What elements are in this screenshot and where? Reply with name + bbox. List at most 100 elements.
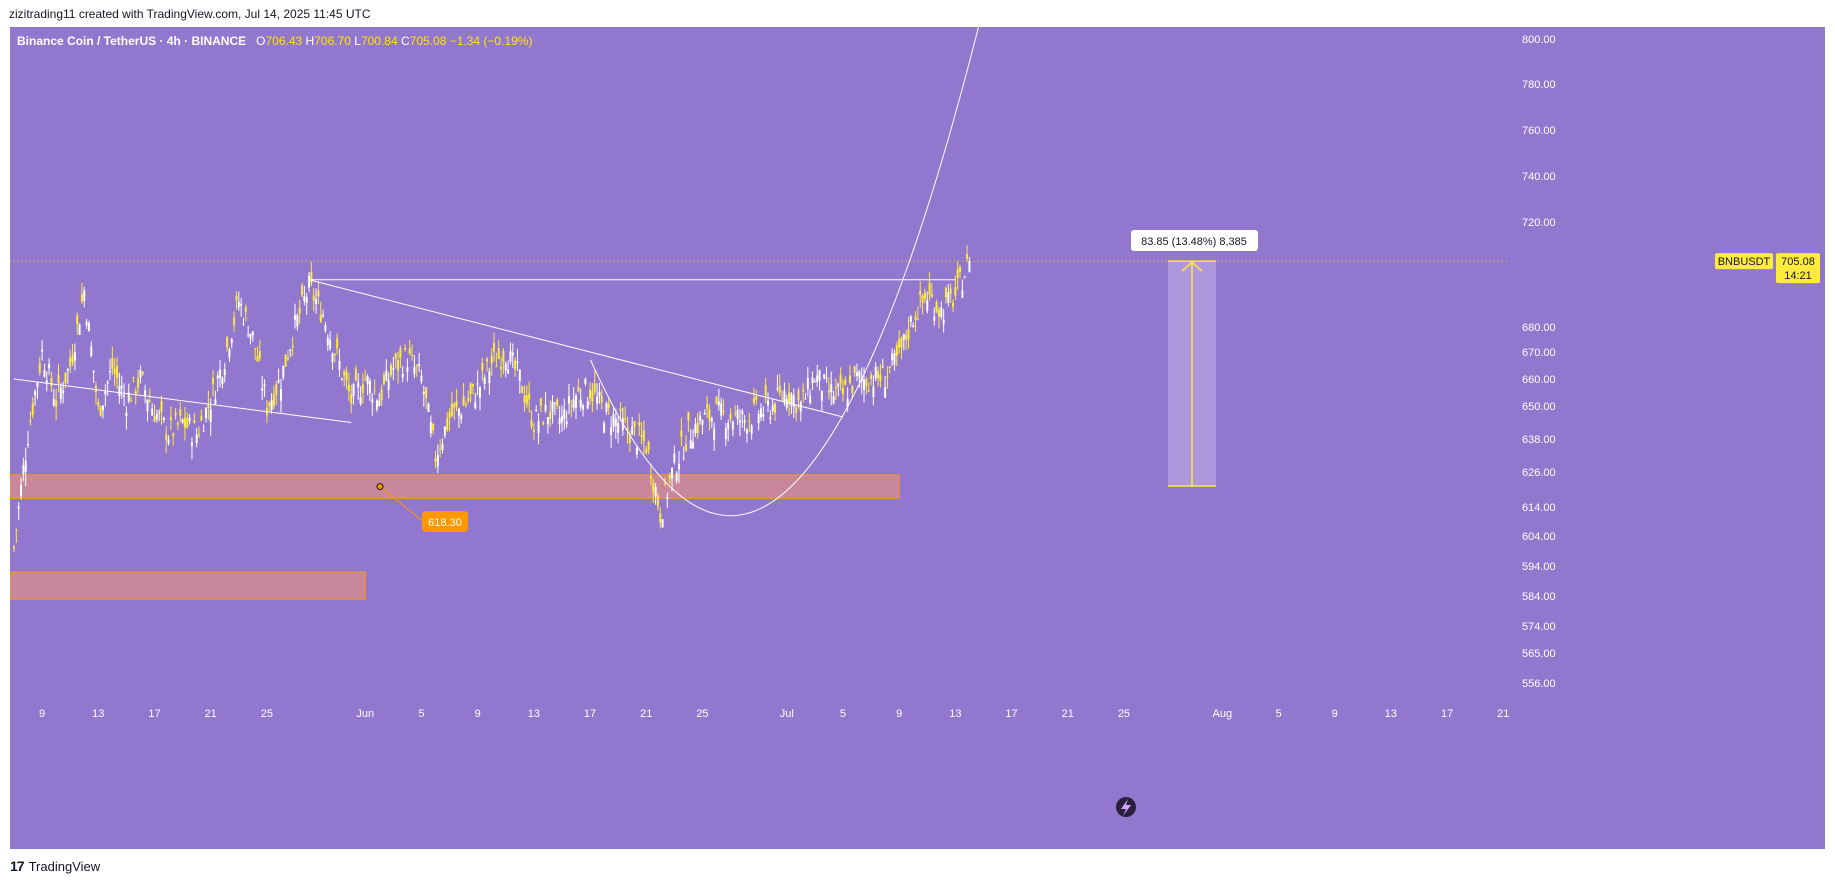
candle-body xyxy=(685,444,688,451)
candle-body xyxy=(799,402,802,412)
price-axis-tick: 670.00 xyxy=(1522,347,1556,359)
candle-body xyxy=(385,370,388,381)
date-axis-tick: 17 xyxy=(1441,708,1453,720)
candle-body xyxy=(771,405,774,411)
date-axis-tick: 25 xyxy=(696,708,708,720)
price-axis-tick: 626.00 xyxy=(1522,467,1556,479)
candle-body xyxy=(596,396,599,404)
measure-label-text: 83.85 (13.48%) 8,385 xyxy=(1141,236,1247,248)
candle-body xyxy=(729,413,732,420)
candle-body xyxy=(298,307,301,314)
candle-body xyxy=(350,394,353,404)
date-axis-tick: Aug xyxy=(1213,708,1233,720)
candle-body xyxy=(279,388,282,401)
candle-body xyxy=(863,379,866,390)
candle-body xyxy=(879,374,882,382)
candle-body xyxy=(907,329,910,339)
candle-body xyxy=(567,396,570,404)
candle-body xyxy=(331,353,334,362)
candle-body xyxy=(703,412,706,415)
chart-area[interactable]: 800.00 780.00 760.00 740.00 720.00 680.00 670.… xyxy=(10,27,1825,849)
candle-body xyxy=(628,435,631,444)
candle-body xyxy=(76,315,79,325)
candle-body xyxy=(155,414,158,420)
candle-body xyxy=(696,422,699,433)
candle-body xyxy=(722,411,725,413)
candle-body xyxy=(586,400,589,409)
candle-body xyxy=(708,409,711,421)
candle-body xyxy=(865,379,868,387)
descending-trendline xyxy=(308,279,844,418)
candle-body xyxy=(944,288,947,298)
candle-body xyxy=(176,422,179,425)
candle-body xyxy=(99,406,102,416)
candle-body xyxy=(813,381,816,383)
candle-body xyxy=(214,399,217,404)
candle-body xyxy=(935,301,938,313)
price-axis-tick: 780.00 xyxy=(1522,79,1556,91)
support-zone-lower xyxy=(10,571,366,600)
candle-body xyxy=(851,385,854,393)
candle-body xyxy=(895,345,898,356)
candle-body xyxy=(305,297,308,304)
candle-body xyxy=(666,496,669,500)
candle-body xyxy=(375,400,378,410)
candle-body xyxy=(148,400,151,402)
candle-body xyxy=(605,402,608,413)
candle-body xyxy=(420,375,423,382)
candle-body xyxy=(675,473,678,482)
candle-body xyxy=(727,423,730,429)
candle-body xyxy=(249,333,252,339)
candle-body xyxy=(237,301,240,308)
date-axis-tick: 9 xyxy=(896,708,902,720)
candle-body xyxy=(671,467,674,479)
candle-body xyxy=(151,408,154,416)
candle-body xyxy=(579,399,582,408)
candle-body xyxy=(284,354,287,367)
candle-body xyxy=(209,409,212,422)
candle-body xyxy=(197,434,200,436)
candle-body xyxy=(109,371,112,373)
candle-body xyxy=(162,417,165,421)
price-axis-tick: 800.00 xyxy=(1522,34,1556,46)
candle-body xyxy=(647,442,650,451)
candle-body xyxy=(390,364,393,376)
price-axis-tick: 584.00 xyxy=(1522,591,1556,603)
candle-body xyxy=(872,386,875,397)
candle-body xyxy=(891,353,894,361)
date-axis-tick: Jul xyxy=(780,708,794,720)
candle-body xyxy=(617,422,620,433)
candle-body xyxy=(418,363,421,367)
candle-body xyxy=(556,399,559,406)
date-axis-tick: 21 xyxy=(640,708,652,720)
candle-body xyxy=(50,377,53,387)
candle-body xyxy=(905,335,908,341)
candle-body xyxy=(577,386,580,392)
candle-body xyxy=(282,365,285,378)
candle-body xyxy=(373,389,376,391)
candle-body xyxy=(301,285,304,296)
candle-body xyxy=(952,302,955,307)
candle-body xyxy=(169,417,172,421)
candle-body xyxy=(38,363,41,373)
candle-body xyxy=(55,400,58,407)
candle-body xyxy=(382,374,385,384)
candle-body xyxy=(809,395,812,403)
candle-body xyxy=(165,434,168,440)
candle-body xyxy=(898,339,901,348)
candle-body xyxy=(509,350,512,362)
candle-body xyxy=(493,342,496,352)
candle-body xyxy=(394,353,397,359)
candle-body xyxy=(261,387,264,391)
candle-body xyxy=(408,348,411,354)
candle-body xyxy=(762,413,765,417)
date-axis-tick: Jun xyxy=(356,708,374,720)
price-chart[interactable]: 800.00 780.00 760.00 740.00 720.00 680.00 670.… xyxy=(10,27,1825,849)
candle-body xyxy=(710,418,713,422)
candle-body xyxy=(947,292,950,303)
candle-body xyxy=(731,422,734,430)
candle-body xyxy=(603,423,606,433)
candle-body xyxy=(575,395,577,408)
candle-body xyxy=(823,374,826,379)
candle-body xyxy=(928,283,931,295)
